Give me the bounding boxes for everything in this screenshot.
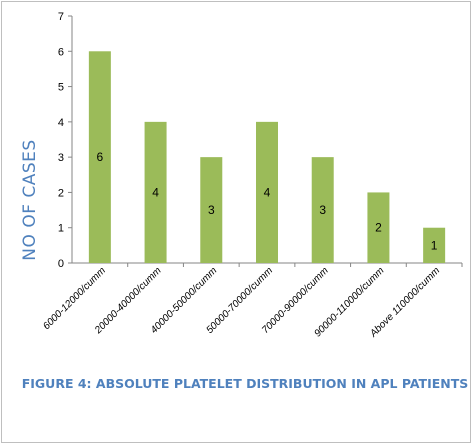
- data-label: 4: [264, 185, 271, 199]
- y-tick-label: 6: [58, 46, 64, 58]
- y-tick-label: 0: [58, 258, 64, 270]
- data-label: 1: [431, 238, 438, 252]
- bar: [144, 121, 167, 263]
- bar: [367, 192, 390, 263]
- data-label: 4: [152, 185, 159, 199]
- y-tick-label: 7: [58, 11, 64, 23]
- y-axis-label: NO OF CASES: [20, 139, 40, 260]
- y-axis: 0 1 2 3 4 5 6 7: [58, 11, 73, 270]
- bar: [88, 51, 111, 264]
- data-label: 3: [208, 203, 215, 217]
- y-tick-label: 4: [58, 117, 64, 129]
- y-tick-label: 5: [58, 82, 64, 94]
- data-label: 6: [97, 150, 104, 164]
- y-tick-label: 1: [58, 223, 64, 235]
- bar: [311, 157, 334, 263]
- x-axis: 6000-12000/cumm20000-40000/cumm40000-500…: [41, 262, 463, 340]
- data-labels: 6 4 3 4 3 2 1: [97, 150, 438, 252]
- bar: [200, 157, 223, 263]
- figure-caption: FIGURE 4: ABSOLUTE PLATELET DISTRIBUTION…: [22, 376, 469, 391]
- y-tick-label: 3: [58, 152, 64, 164]
- bars: [88, 51, 446, 264]
- data-label: 3: [319, 203, 326, 217]
- bar: [256, 121, 278, 263]
- bar: [423, 227, 446, 263]
- data-label: 2: [375, 221, 382, 235]
- y-tick-label: 2: [58, 187, 64, 199]
